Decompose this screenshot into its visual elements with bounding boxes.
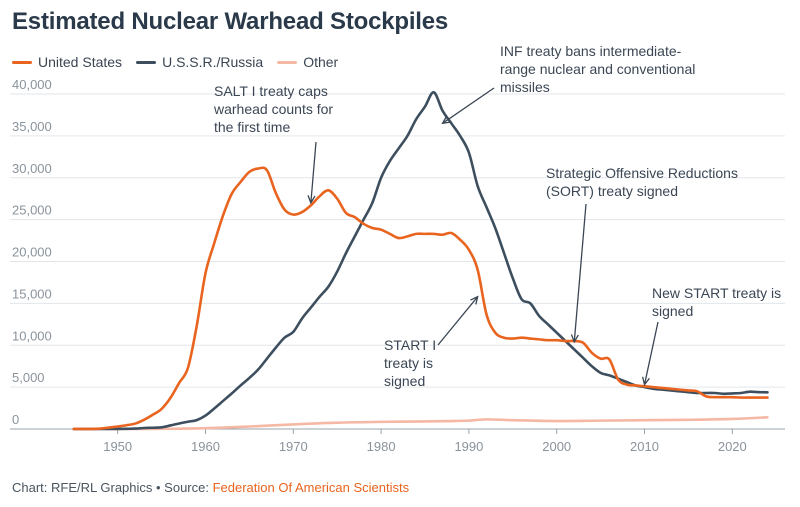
annotation-newstart: New START treaty is signed: [641, 285, 781, 387]
series-line-united-states: [72, 166, 769, 431]
series-lines: [72, 91, 769, 431]
annotation-arrow-head: [470, 295, 479, 305]
y-tick-label: 40,000: [12, 77, 52, 92]
y-axis-ticks: 0 5,000 10,000 15,000 20,000 25,000 30,000 35,0…: [12, 77, 52, 427]
x-tick-label: 1990: [454, 439, 483, 454]
annotation-arrow-line: [442, 87, 495, 124]
annotation-arrow-line: [643, 321, 659, 385]
chart-title: Estimated Nuclear Warhead Stockpiles: [12, 8, 449, 35]
legend-swatch-other: [277, 60, 298, 64]
annotation-arrow-head: [641, 376, 650, 387]
footer-credit: Chart: RFE/RL Graphics • Source: Federat…: [12, 480, 409, 495]
x-tick-label: 2020: [718, 439, 747, 454]
annotation-arrow-line: [437, 296, 479, 346]
y-tick-label: 15,000: [12, 286, 52, 301]
annotation-arrow-head: [307, 195, 316, 205]
legend-swatch-russia: [136, 60, 157, 64]
y-tick-label: 25,000: [12, 203, 52, 218]
y-tick-label: 20,000: [12, 245, 52, 260]
annotation-salt: SALT I treaty caps warhead counts for the …: [213, 83, 333, 205]
legend-item-united-states: United States: [12, 54, 122, 70]
annotation-text: INF treaty bans intermediate-range nucle…: [500, 43, 695, 95]
x-tick-label: 2010: [630, 439, 659, 454]
annotation-sort: Strategic Offensive Reductions (SORT) tre…: [546, 165, 738, 344]
annotation-arrow-line: [573, 203, 587, 342]
legend: United States U.S.S.R./Russia Other: [12, 54, 338, 70]
footer-prefix: Chart: RFE/RL Graphics • Source:: [12, 480, 213, 495]
x-tick-label: 1980: [367, 439, 396, 454]
annotation-text: SALT I treaty caps warhead counts for the …: [213, 83, 333, 135]
annotation-text: New START treaty is signed: [652, 285, 781, 319]
y-tick-label: 35,000: [12, 119, 52, 134]
y-tick-label: 30,000: [12, 161, 52, 176]
series-line-u-s-s-r-russia: [72, 91, 769, 431]
annotation-arrow-head: [441, 116, 451, 125]
y-tick-label: 10,000: [12, 328, 52, 343]
source-link[interactable]: Federation Of American Scientists: [212, 480, 410, 495]
legend-swatch-united-states: [12, 60, 32, 64]
legend-label-russia: U.S.S.R./Russia: [162, 54, 264, 70]
x-tick-label: 1950: [103, 439, 132, 454]
x-tick-label: 2000: [542, 439, 571, 454]
series-line-other: [72, 415, 769, 431]
annotation-arrow-line: [310, 141, 317, 203]
annotation-inf: INF treaty bans intermediate-range nucle…: [441, 43, 695, 125]
y-tick-label: 5,000: [12, 370, 45, 385]
legend-item-other: Other: [277, 54, 338, 70]
annotation-arrow-head: [570, 334, 579, 344]
annotations: SALT I treaty caps warhead counts for the …: [213, 43, 781, 389]
annotation-text: Strategic Offensive Reductions (SORT) tre…: [546, 165, 738, 199]
x-tick-label: 1970: [279, 439, 308, 454]
legend-item-russia: U.S.S.R./Russia: [136, 54, 263, 70]
legend-label-other: Other: [303, 54, 339, 70]
x-tick-label: 1960: [191, 439, 220, 454]
legend-label-united-states: United States: [38, 54, 123, 70]
x-axis-ticks: 1950 1960 1970 1980 1990 2000 2010 2020: [103, 429, 747, 454]
y-tick-label: 0: [12, 412, 19, 427]
